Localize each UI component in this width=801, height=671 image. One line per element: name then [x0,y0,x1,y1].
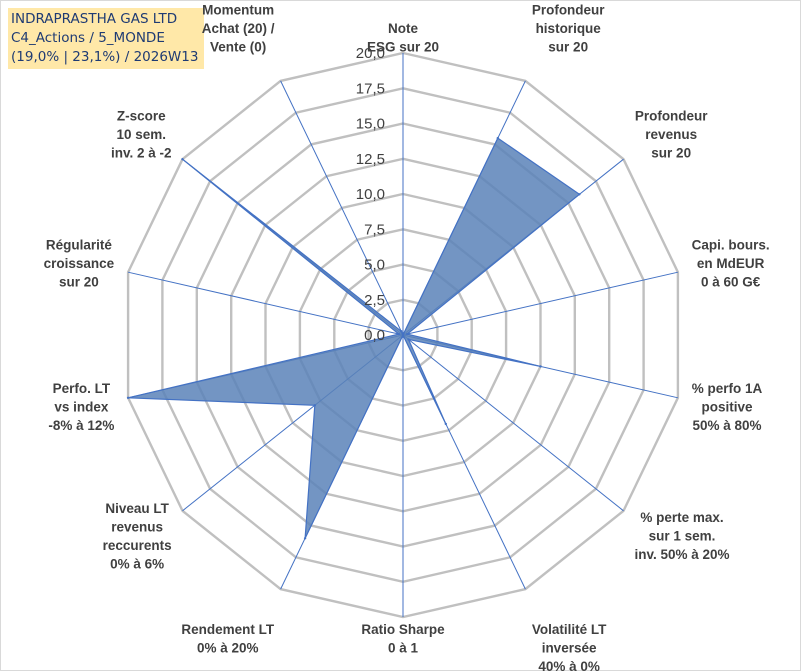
radar-axis-label: % perfo 1A positive 50% à 80% [692,381,763,433]
radar-axis-label: Z-score 10 sem. inv. 2 à -2 [111,109,172,161]
radar-axis-label: Profondeur historique sur 20 [532,3,605,55]
radar-axis-label: Capi. bours. en MdEUR 0 à 60 G€ [692,238,770,290]
radar-point [405,332,409,336]
chart-title-company: INDRAPRASTHA GAS LTD [11,11,178,27]
radar-axis-label: Rendement LT 0% à 20% [181,622,275,656]
radar-spoke [402,334,624,512]
radar-tick-label: 10,0 [356,186,385,203]
radar-point [539,365,542,368]
radar-point [578,193,581,196]
radar-point [401,333,405,337]
chart-title-box: INDRAPRASTHA GAS LTD C4_Actions / 5_MOND… [8,8,204,69]
radar-series [126,136,581,540]
radar-tick-label: 2,5 [364,292,385,309]
radar-point [397,332,401,336]
radar-axis-label: Ratio Sharpe 0 à 1 [361,622,445,656]
radar-point [303,537,307,540]
radar-axis-label: Profondeur revenus sur 20 [635,109,708,161]
radar-axis-label: % perte max. sur 1 sem. inv. 50% à 20% [634,510,729,562]
radar-point [407,338,410,341]
radar-spoke [280,80,404,336]
radar-axis-label: Perfo. LT vs index -8% à 12% [48,381,114,433]
radar-point [496,136,499,140]
radar-tick-label: 17,5 [356,80,385,97]
radar-tick-label: 5,0 [364,257,385,274]
radar-point [444,422,447,426]
radar-axis-label: Note ESG sur 20 [367,21,439,55]
chart-title-stats: (19,0% | 23,1%) / 2026W13 [11,49,199,65]
radar-point [126,396,130,399]
radar-tick-label: 7,5 [364,221,385,238]
radar-point [400,330,403,333]
chart-title-category: C4_Actions / 5_MONDE [11,30,165,46]
radar-tick-label: 15,0 [356,116,385,133]
radar-axis-label: Régularité croissance sur 20 [44,238,115,290]
radar-axis-label: Volatilité LT inversée 40% à 0% [532,622,607,671]
radar-axis-label: Momentum Achat (20) / Vente (0) [202,3,275,55]
radar-spoke [127,271,404,336]
radar-spoke [402,271,679,336]
radar-tick-label: 20,0 [356,45,385,62]
radar-point [313,404,316,407]
radar-axis-labels: Note ESG sur 20 Profondeur historique sur 20… [44,3,770,671]
radar-point [181,158,184,161]
radar-tick-label: 0,0 [364,327,385,344]
radar-axis-label: Niveau LT revenus reccurents 0% à 6% [103,501,172,572]
radar-tick-label: 12,5 [356,151,385,168]
radar-tick-labels: 0,0 2,5 5,0 7,5 10,0 12,5 15,0 17,5 20,0 [356,45,385,344]
